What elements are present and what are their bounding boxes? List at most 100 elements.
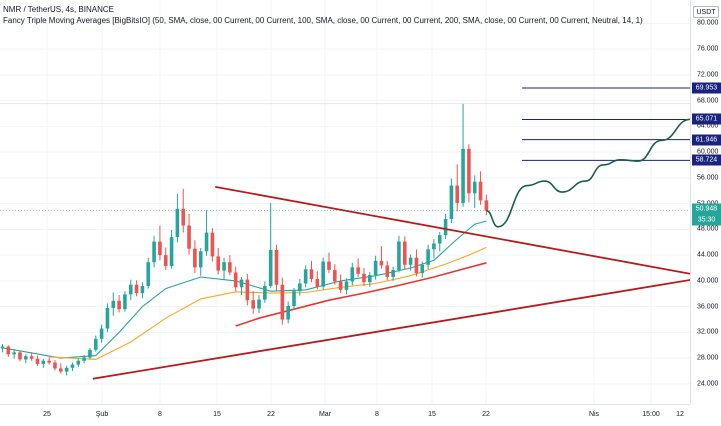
candle-body — [455, 185, 460, 203]
candle-body — [111, 300, 116, 308]
currency-label[interactable]: USDT — [693, 6, 719, 18]
plot-area[interactable] — [0, 0, 690, 404]
level-price-label[interactable]: 61.946 — [692, 134, 721, 146]
trendline — [215, 185, 690, 275]
candle-body — [292, 291, 296, 306]
candle-body — [286, 305, 290, 320]
level-price-label[interactable]: 65.071 — [692, 113, 721, 125]
price-tick-label: 44.000 — [697, 251, 719, 259]
price-tick-label: 36.000 — [697, 303, 719, 311]
candle-body — [274, 249, 279, 285]
time-tick-label: Nis — [588, 411, 600, 418]
candle-body — [35, 358, 40, 364]
candle-body — [478, 181, 483, 201]
candle-body — [379, 260, 384, 266]
candle-body — [193, 248, 197, 268]
candle-body — [18, 352, 22, 360]
candle-body — [467, 148, 471, 194]
price-tick-label: 72.000 — [697, 71, 719, 79]
candle-body — [64, 367, 69, 372]
candle-body — [321, 261, 325, 287]
candle-body — [228, 262, 232, 273]
candle-body — [93, 338, 98, 350]
candle-body — [280, 284, 285, 320]
price-tick-label: 40.000 — [697, 277, 719, 285]
candle-body — [169, 237, 174, 267]
candle-body — [350, 267, 355, 282]
candle-body — [181, 208, 186, 226]
time-scale[interactable]: 25 Şub 8 15 22 Mar 8 15 22 Nis 15:00 12 — [0, 404, 690, 426]
ma-line-50 — [2, 220, 487, 359]
indicator-title[interactable]: Fancy Triple Moving Averages [BigBitsIO]… — [3, 16, 643, 25]
time-tick-label: 22 — [267, 411, 275, 418]
price-tick-label: 28.000 — [697, 354, 719, 362]
price-tick-label: 56.000 — [697, 174, 719, 182]
candle-body — [198, 251, 203, 268]
candle-body — [41, 360, 46, 364]
ma-line-200 — [235, 262, 487, 327]
candle-body — [216, 256, 221, 271]
candle-body — [76, 360, 81, 365]
candle-body — [257, 299, 261, 309]
time-tick-label: 15 — [213, 411, 221, 418]
candle-body — [175, 208, 180, 238]
candle-body — [327, 261, 331, 270]
candle-body — [82, 357, 86, 361]
symbol-title[interactable]: NMR / TetherUS, 4s, BINANCE — [3, 5, 114, 14]
last-price-label: 50.948 — [692, 203, 721, 215]
candle-body — [12, 352, 16, 355]
candle-body — [449, 185, 454, 220]
candle-body — [134, 284, 139, 294]
level-price-label[interactable]: 58.724 — [692, 154, 721, 166]
candle-body — [385, 265, 390, 278]
candle-body — [437, 235, 442, 244]
time-tick-label: 15 — [428, 411, 436, 418]
candle-body — [268, 249, 273, 287]
candle-body — [29, 356, 34, 359]
bar-countdown-label: 35:30 — [692, 214, 721, 226]
candle-body — [309, 269, 314, 279]
candle-body — [426, 249, 430, 265]
candle-body — [239, 279, 244, 288]
time-tick-label: 8 — [375, 411, 379, 418]
price-tick-label: 76.000 — [697, 45, 719, 53]
candle-body — [152, 241, 156, 263]
level-price-label[interactable]: 69.953 — [692, 82, 721, 94]
candle-body — [344, 281, 349, 290]
candle-body — [338, 281, 343, 290]
time-tick-label: 22 — [482, 411, 490, 418]
candle-body — [484, 200, 489, 211]
candle-body — [117, 300, 121, 310]
candle-body — [53, 362, 57, 369]
candle-body — [303, 269, 308, 284]
time-tick-label: 8 — [158, 411, 162, 418]
candle-body — [391, 269, 395, 278]
candle-body — [222, 262, 226, 271]
candle-body — [356, 267, 360, 274]
candle-body — [298, 283, 302, 292]
price-tick-label: 64.000 — [697, 122, 719, 130]
candle-body — [163, 255, 168, 267]
moving-averages — [2, 220, 487, 360]
price-scale[interactable]: 80.000 76.000 72.000 68.000 64.000 60.000 56.0… — [690, 0, 721, 404]
candle-body — [367, 275, 372, 283]
candle-body — [402, 241, 407, 265]
candle-body — [24, 356, 28, 360]
price-tick-label: 48.000 — [697, 225, 719, 233]
time-tick-label: 25 — [43, 411, 51, 418]
candle-body — [362, 273, 366, 283]
price-tick-label: 24.000 — [697, 380, 719, 388]
price-tick-label: 60.000 — [697, 148, 719, 156]
candle-body — [472, 181, 477, 194]
candle-body — [128, 284, 133, 295]
ma-line-100 — [49, 246, 487, 360]
projection[interactable] — [486, 88, 690, 228]
trendlines[interactable] — [92, 185, 690, 380]
candle-body — [397, 241, 401, 270]
candle-body — [70, 364, 75, 368]
time-tick-label: Şub — [95, 411, 109, 418]
price-levels[interactable] — [0, 87, 690, 211]
candle-body — [233, 272, 238, 288]
candle-body — [99, 328, 104, 339]
